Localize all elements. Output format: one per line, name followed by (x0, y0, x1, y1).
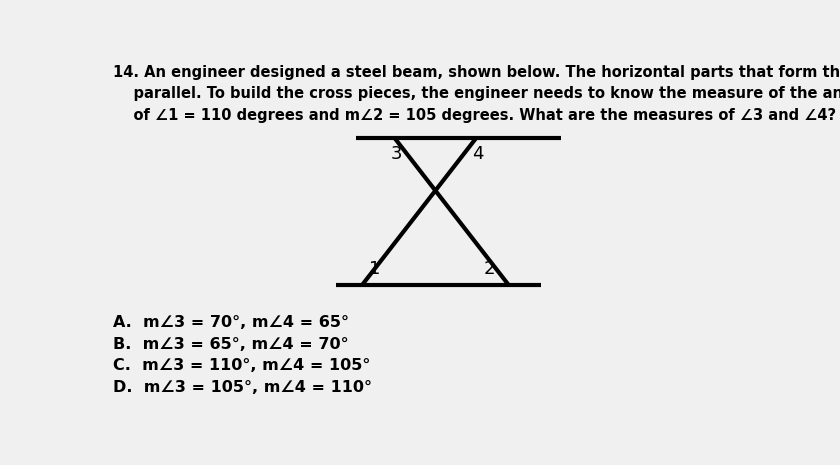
Text: C.  m∠3 = 110°, m∠4 = 105°: C. m∠3 = 110°, m∠4 = 105° (113, 359, 370, 373)
Text: 14. An engineer designed a steel beam, shown below. The horizontal parts that fo: 14. An engineer designed a steel beam, s… (113, 65, 840, 80)
Text: of ∠1 = 110 degrees and m∠2 = 105 degrees. What are the measures of ∠3 and ∠4?: of ∠1 = 110 degrees and m∠2 = 105 degree… (113, 108, 836, 123)
Text: 2: 2 (483, 260, 495, 278)
Text: parallel. To build the cross pieces, the engineer needs to know the measure of t: parallel. To build the cross pieces, the… (113, 86, 840, 101)
Text: D.  m∠3 = 105°, m∠4 = 110°: D. m∠3 = 105°, m∠4 = 110° (113, 380, 372, 395)
Text: 1: 1 (370, 260, 381, 278)
Text: A.  m∠3 = 70°, m∠4 = 65°: A. m∠3 = 70°, m∠4 = 65° (113, 315, 349, 331)
Text: 4: 4 (471, 145, 483, 163)
Text: B.  m∠3 = 65°, m∠4 = 70°: B. m∠3 = 65°, m∠4 = 70° (113, 337, 349, 352)
Text: 3: 3 (391, 145, 402, 163)
